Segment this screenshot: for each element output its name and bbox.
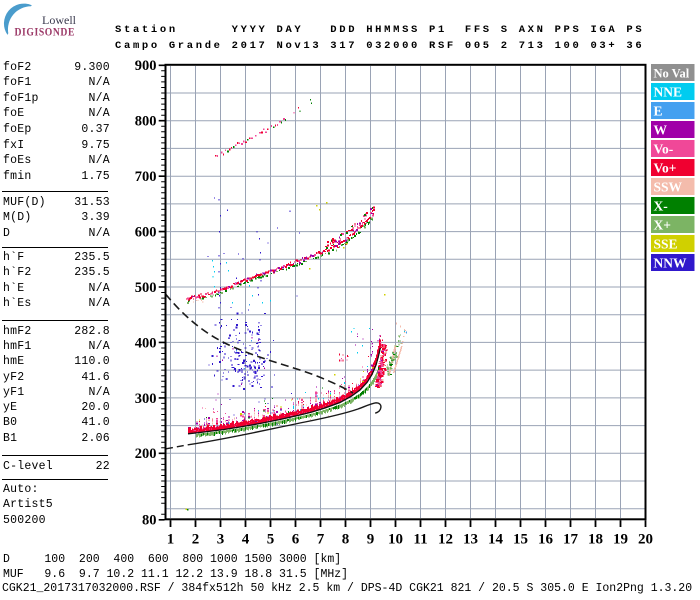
svg-text:6: 6	[292, 532, 300, 548]
svg-text:NNW: NNW	[654, 255, 687, 270]
svg-text:200: 200	[135, 446, 157, 462]
svg-text:SSW: SSW	[654, 179, 683, 194]
svg-text:20: 20	[638, 532, 653, 548]
svg-text:700: 700	[135, 169, 157, 185]
svg-text:Vo+: Vo+	[654, 160, 677, 175]
svg-text:18: 18	[588, 532, 603, 548]
svg-text:No Val: No Val	[654, 66, 690, 80]
svg-text:13: 13	[463, 532, 478, 548]
svg-text:900: 900	[135, 58, 157, 74]
svg-text:16: 16	[538, 532, 554, 548]
svg-text:2: 2	[192, 532, 200, 548]
svg-text:80: 80	[142, 513, 157, 529]
svg-text:5: 5	[267, 532, 275, 548]
svg-text:800: 800	[135, 114, 157, 130]
svg-text:W: W	[654, 122, 668, 137]
svg-text:Lowell: Lowell	[42, 13, 77, 27]
svg-text:400: 400	[135, 335, 157, 351]
svg-text:4: 4	[242, 532, 250, 548]
svg-text:600: 600	[135, 225, 157, 241]
svg-text:14: 14	[488, 532, 504, 548]
svg-text:SSE: SSE	[654, 236, 678, 251]
svg-text:DIGISONDE: DIGISONDE	[15, 27, 76, 39]
svg-text:12: 12	[438, 532, 453, 548]
svg-text:300: 300	[135, 391, 157, 407]
svg-text:7: 7	[317, 532, 325, 548]
svg-text:X-: X-	[654, 198, 668, 213]
svg-text:Vo-: Vo-	[654, 141, 674, 156]
svg-text:X+: X+	[654, 217, 671, 232]
svg-text:11: 11	[413, 532, 427, 548]
svg-text:15: 15	[513, 532, 528, 548]
svg-text:E: E	[654, 103, 663, 118]
svg-text:17: 17	[563, 532, 579, 548]
svg-text:10: 10	[388, 532, 403, 548]
svg-text:19: 19	[613, 532, 628, 548]
svg-text:8: 8	[342, 532, 350, 548]
svg-text:NNE: NNE	[654, 84, 683, 99]
svg-text:1: 1	[167, 532, 175, 548]
svg-text:9: 9	[367, 532, 375, 548]
svg-text:3: 3	[217, 532, 225, 548]
svg-text:500: 500	[135, 280, 157, 296]
